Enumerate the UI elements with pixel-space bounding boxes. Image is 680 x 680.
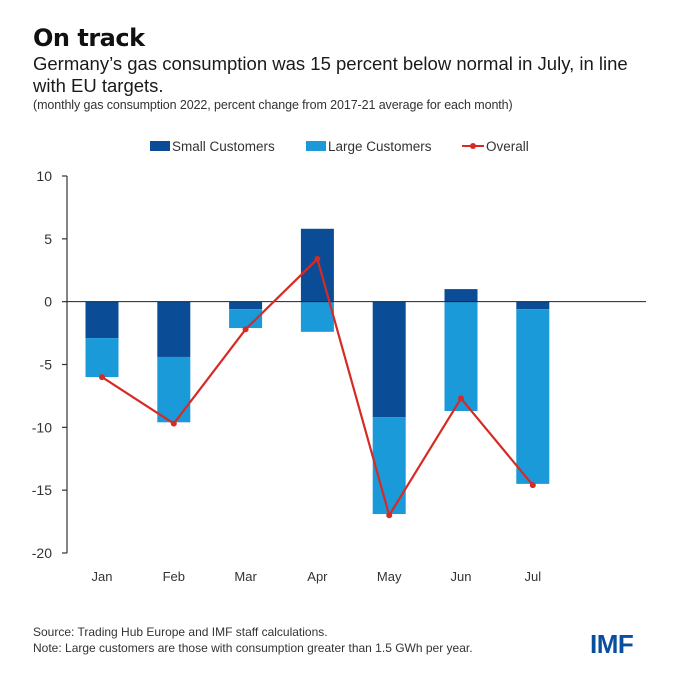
bar-small-customers-mar [229, 301, 263, 310]
y-tick-label: 10 [36, 168, 52, 184]
bar-large-customers-mar [229, 309, 263, 329]
x-tick-label: Apr [307, 569, 328, 584]
footnote-text: Note: Large customers are those with con… [33, 641, 473, 655]
legend-label-small: Small Customers [172, 138, 275, 154]
legend-item-small: Small Customers [150, 137, 275, 155]
x-tick-label: Feb [163, 569, 185, 584]
chart-title: On track [33, 24, 145, 52]
y-tick-label: 5 [44, 231, 52, 247]
bar-small-customers-feb [157, 301, 191, 357]
y-tick-label: -15 [32, 482, 52, 498]
bar-large-customers-may [372, 417, 406, 515]
bar-large-customers-jun [444, 301, 478, 411]
overall-line-group [99, 255, 536, 519]
legend: Small Customers Large Customers Overall [0, 137, 680, 155]
overall-point-jul [529, 482, 536, 489]
bar-small-customers-apr [300, 228, 334, 302]
legend-line-marker-icon [462, 141, 484, 151]
x-tick-label: Jun [451, 569, 472, 584]
legend-label-large: Large Customers [328, 138, 432, 154]
overall-point-feb [170, 420, 177, 427]
chart-plot: Jan Feb Mar Apr May Jun Jul 10 5 0 -5 -10 -15 -20 [32, 168, 646, 584]
overall-point-apr [314, 255, 321, 262]
bar-large-customers-feb [157, 356, 191, 423]
y-tick-label: -20 [32, 545, 52, 561]
y-tick-label: -5 [40, 357, 53, 373]
bar-large-customers-jan [85, 338, 119, 378]
legend-label-overall: Overall [486, 138, 529, 154]
bar-small-customers-may [372, 301, 406, 418]
imf-logo: IMF [590, 629, 634, 659]
overall-point-jun [458, 395, 464, 402]
axes-group: Jan Feb Mar Apr May Jun Jul 10 5 0 -5 -10 -15 -20 [32, 168, 646, 584]
legend-item-large: Large Customers [306, 137, 432, 155]
overall-point-mar [242, 326, 249, 333]
bar-large-customers-apr [300, 301, 334, 332]
bars-group [85, 228, 550, 515]
chart-subtitle: Germany’s gas consumption was 15 percent… [33, 53, 628, 96]
y-tick-label: 0 [44, 294, 52, 310]
bar-small-customers-jun [444, 289, 478, 302]
bar-large-customers-jul [516, 309, 550, 484]
overall-point-jan [99, 374, 105, 381]
overall-point-may [386, 512, 393, 519]
footer: Source: Trading Hub Europe and IMF staff… [33, 624, 473, 656]
x-tick-label: May [377, 569, 402, 584]
bar-small-customers-jan [85, 301, 119, 339]
source-text: Source: Trading Hub Europe and IMF staff… [33, 625, 328, 639]
legend-item-overall: Overall [462, 137, 529, 155]
legend-swatch-large [306, 141, 326, 151]
x-tick-label: Mar [234, 569, 257, 584]
bar-small-customers-jul [516, 301, 550, 310]
y-tick-label: -10 [32, 419, 52, 435]
chart-note: (monthly gas consumption 2022, percent c… [33, 98, 513, 112]
x-tick-label: Jan [92, 569, 113, 584]
legend-swatch-small [150, 141, 170, 151]
x-tick-label: Jul [524, 569, 541, 584]
